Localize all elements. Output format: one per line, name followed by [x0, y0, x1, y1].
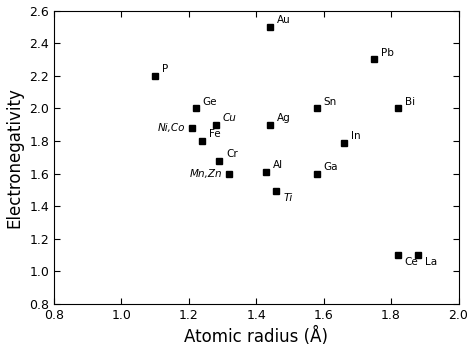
- Text: Ag: Ag: [276, 113, 290, 123]
- Y-axis label: Electronegativity: Electronegativity: [6, 87, 24, 228]
- X-axis label: Atomic radius (Å): Atomic radius (Å): [184, 327, 328, 346]
- Text: La: La: [425, 257, 437, 267]
- Text: Cu: Cu: [222, 113, 237, 123]
- Text: In: In: [351, 131, 360, 141]
- Text: Al: Al: [273, 160, 283, 170]
- Text: Ga: Ga: [324, 162, 338, 172]
- Text: Ni,Co: Ni,Co: [158, 123, 185, 133]
- Text: Au: Au: [276, 15, 290, 25]
- Text: Fe: Fe: [209, 129, 221, 139]
- Text: Bi: Bi: [405, 97, 415, 107]
- Text: Pb: Pb: [381, 48, 394, 58]
- Text: Ge: Ge: [202, 97, 217, 107]
- Text: Ce: Ce: [405, 257, 419, 267]
- Text: Cr: Cr: [226, 149, 237, 159]
- Text: Ti: Ti: [283, 193, 292, 203]
- Text: P: P: [162, 64, 168, 74]
- Text: Mn,Zn: Mn,Zn: [190, 169, 222, 178]
- Text: Sn: Sn: [324, 97, 337, 107]
